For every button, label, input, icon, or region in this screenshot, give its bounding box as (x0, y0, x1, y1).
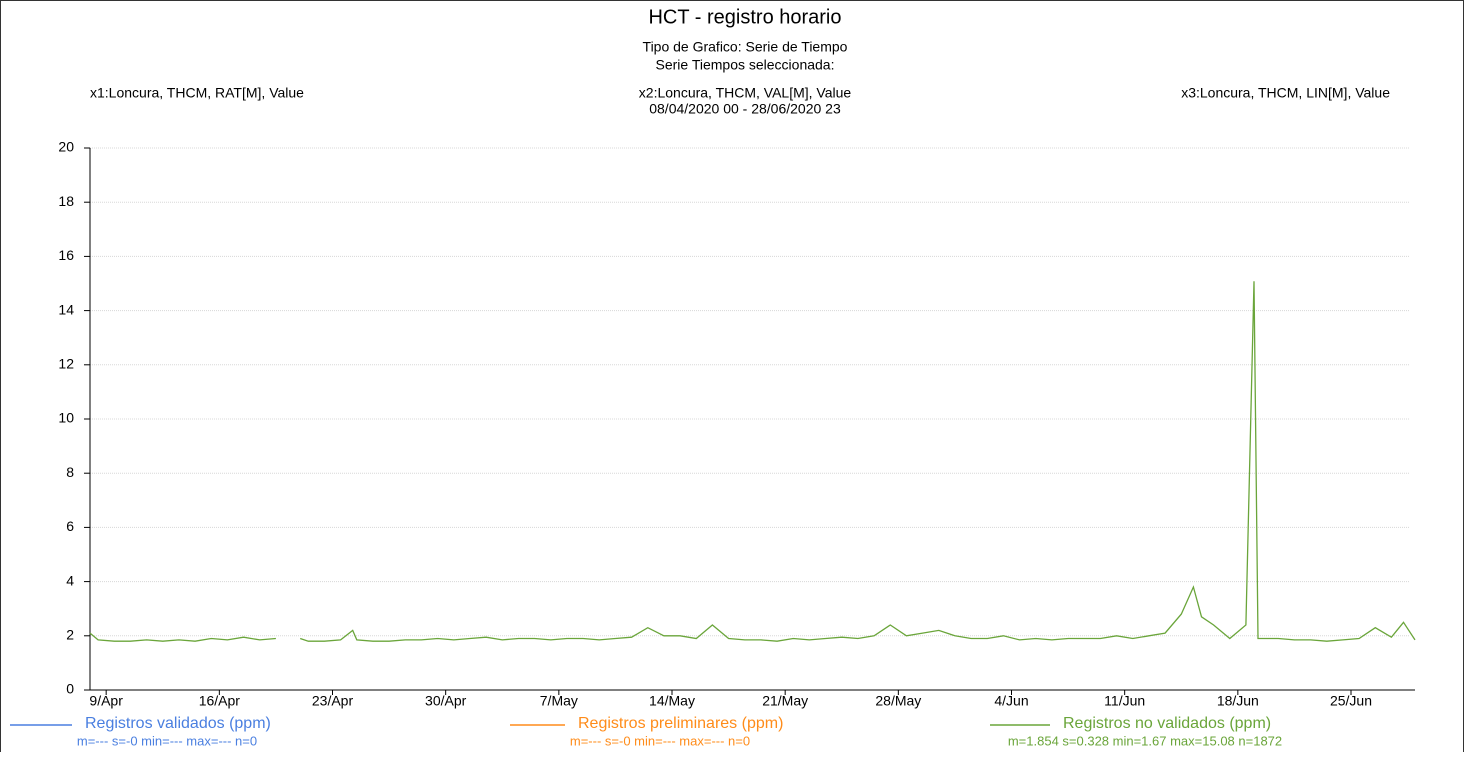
y-tick-label: 2 (66, 627, 74, 643)
y-tick-label: 6 (66, 518, 74, 534)
x-tick-label: 28/May (875, 693, 921, 709)
y-tick-label: 10 (58, 410, 74, 426)
x-tick-label: 14/May (649, 693, 695, 709)
legend-stats: m=--- s=-0 min=--- max=--- n=0 (570, 733, 750, 748)
legend-label: Registros validados (ppm) (85, 715, 271, 732)
legend-stats: m=--- s=-0 min=--- max=--- n=0 (77, 733, 257, 748)
source-label: x1:Loncura, THCM, RAT[M], Value (90, 85, 304, 101)
x-tick-label: 25/Jun (1330, 693, 1372, 709)
x-tick-label: 30/Apr (425, 693, 467, 709)
source-label: x3:Loncura, THCM, LIN[M], Value (1181, 85, 1390, 101)
y-tick-label: 16 (58, 247, 74, 263)
x-tick-label: 23/Apr (312, 693, 354, 709)
y-tick-label: 12 (58, 356, 74, 372)
x-tick-label: 16/Apr (199, 693, 241, 709)
chart-title: HCT - registro horario (648, 6, 841, 28)
x-tick-label: 21/May (762, 693, 808, 709)
legend-label: Registros no validados (ppm) (1063, 715, 1271, 732)
y-tick-label: 14 (58, 301, 74, 317)
y-tick-label: 18 (58, 193, 74, 209)
subtitle: Tipo de Grafico: Serie de Tiempo (643, 39, 848, 55)
subtitle: Serie Tiempos seleccionada: (656, 57, 835, 73)
x-tick-label: 7/May (540, 693, 578, 709)
subtitle: 08/04/2020 00 - 28/06/2020 23 (649, 101, 841, 117)
y-tick-label: 20 (58, 139, 74, 155)
x-tick-label: 9/Apr (89, 693, 123, 709)
source-label: x2:Loncura, THCM, VAL[M], Value (639, 85, 852, 101)
y-tick-label: 0 (66, 681, 74, 697)
y-tick-label: 8 (66, 464, 74, 480)
x-tick-label: 18/Jun (1217, 693, 1259, 709)
data-line (89, 281, 1416, 642)
x-tick-label: 4/Jun (994, 693, 1028, 709)
x-tick-label: 11/Jun (1104, 693, 1145, 709)
y-tick-label: 4 (66, 572, 74, 588)
legend-stats: m=1.854 s=0.328 min=1.67 max=15.08 n=187… (1008, 733, 1282, 748)
legend-label: Registros preliminares (ppm) (578, 715, 783, 732)
